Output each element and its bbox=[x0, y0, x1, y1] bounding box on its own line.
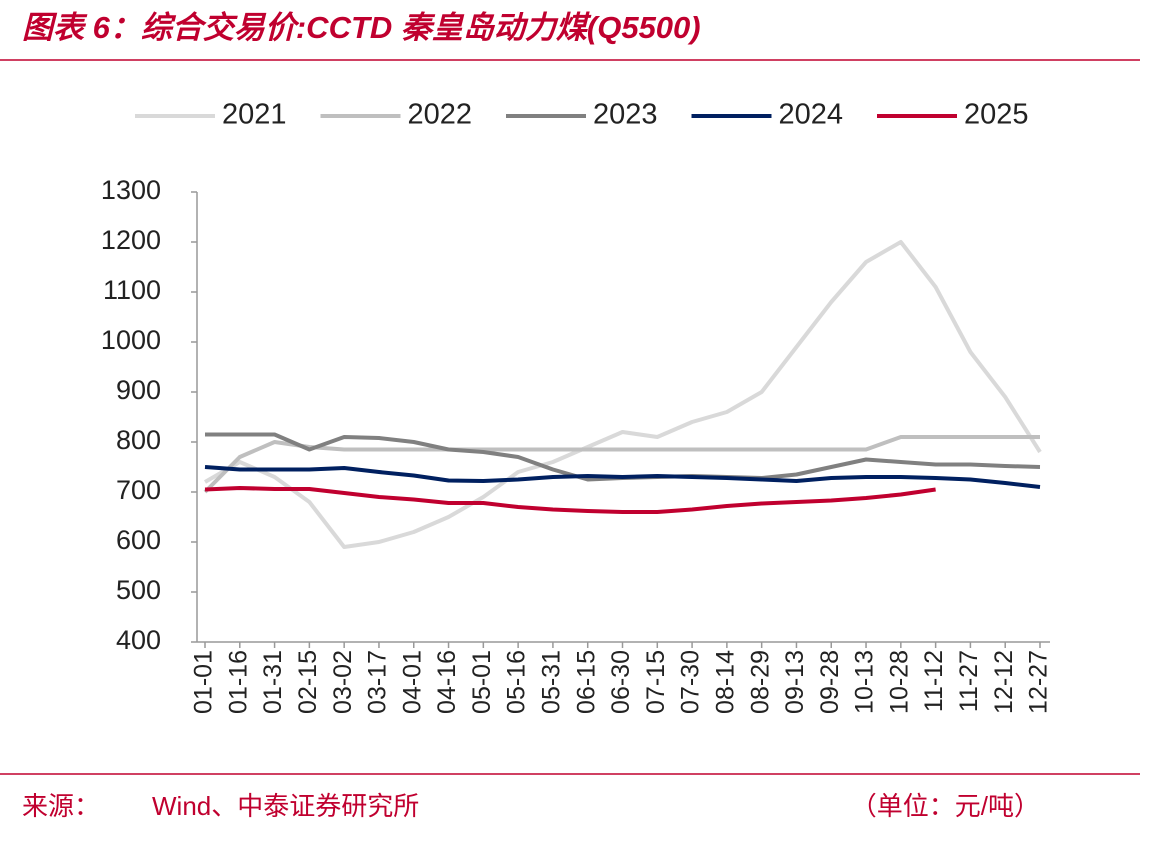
x-tick-label: 06-15 bbox=[572, 650, 600, 714]
y-tick-label: 1300 bbox=[101, 175, 161, 205]
x-tick-label: 03-17 bbox=[364, 650, 392, 714]
legend-label: 2021 bbox=[222, 99, 287, 131]
legend-label: 2025 bbox=[964, 99, 1029, 131]
x-tick-label: 05-31 bbox=[538, 650, 566, 714]
y-tick-label: 1200 bbox=[101, 225, 161, 255]
series-line bbox=[204, 240, 1042, 549]
x-tick-label: 09-13 bbox=[781, 650, 809, 714]
legend-label: 2023 bbox=[593, 99, 658, 131]
x-tick-label: 02-15 bbox=[294, 650, 322, 714]
y-tick-label: 600 bbox=[116, 525, 161, 555]
x-tick-label: 01-16 bbox=[224, 650, 252, 714]
x-tick-label: 05-01 bbox=[468, 650, 496, 714]
source-label: 来源： bbox=[22, 791, 100, 821]
series-line bbox=[204, 486, 936, 514]
legend-label: 2022 bbox=[408, 99, 473, 131]
y-tick-label: 500 bbox=[116, 575, 161, 605]
x-tick-label: 01-01 bbox=[190, 650, 218, 714]
source: Wind、中泰证券研究所 bbox=[152, 791, 419, 821]
x-tick-label: 12-27 bbox=[1025, 650, 1053, 714]
x-tick-label: 10-28 bbox=[885, 650, 913, 714]
x-tick-label: 01-31 bbox=[259, 650, 287, 714]
y-tick-label: 1000 bbox=[101, 325, 161, 355]
series-line bbox=[203, 435, 1040, 494]
x-tick-label: 03-02 bbox=[329, 650, 357, 714]
chart-title: 图表 6：综合交易价:CCTD 秦皇岛动力煤(Q5500) bbox=[22, 10, 701, 45]
y-tick-label: 1100 bbox=[103, 275, 161, 305]
x-tick-label: 12-12 bbox=[990, 650, 1018, 714]
x-tick-label: 10-13 bbox=[851, 650, 879, 714]
series-line bbox=[204, 465, 1041, 489]
y-tick-label: 800 bbox=[116, 425, 161, 455]
x-tick-label: 07-15 bbox=[642, 650, 670, 714]
x-tick-label: 08-29 bbox=[746, 650, 774, 714]
x-tick-label: 11-12 bbox=[920, 650, 948, 712]
x-tick-label: 06-30 bbox=[607, 650, 635, 714]
x-tick-label: 08-14 bbox=[711, 650, 739, 714]
x-tick-label: 05-16 bbox=[503, 650, 531, 714]
y-tick-label: 700 bbox=[116, 475, 161, 505]
x-tick-label: 07-30 bbox=[677, 650, 705, 714]
y-tick-label: 400 bbox=[116, 625, 161, 655]
x-tick-label: 04-16 bbox=[433, 650, 461, 714]
legend-label: 2024 bbox=[779, 99, 844, 131]
series-line bbox=[205, 432, 1041, 482]
y-tick-label: 900 bbox=[116, 375, 161, 405]
x-tick-label: 04-01 bbox=[398, 650, 426, 714]
unit: （单位：元/吨） bbox=[851, 791, 1040, 821]
x-tick-label: 11-27 bbox=[955, 650, 983, 712]
x-tick-label: 09-28 bbox=[816, 650, 844, 714]
